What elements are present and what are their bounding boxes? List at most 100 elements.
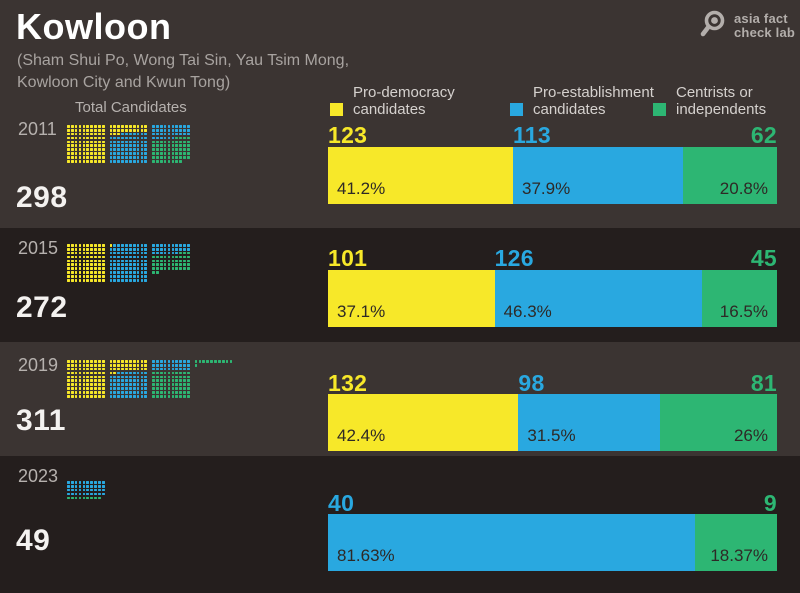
waffle-dot (67, 156, 70, 159)
waffle-dot (159, 132, 163, 136)
waffle-block (152, 125, 190, 163)
waffle-dot (167, 159, 171, 163)
waffle-dot (90, 247, 93, 251)
waffle-dot (179, 148, 182, 151)
waffle-dot (94, 496, 97, 500)
waffle-dot (152, 144, 155, 148)
waffle-dot (140, 156, 144, 159)
waffle-dot (90, 152, 93, 155)
waffle-dot (113, 367, 117, 371)
waffle-dot (183, 255, 186, 259)
waffle-dot (70, 128, 74, 132)
waffle-dot (70, 391, 74, 394)
logo: asia fact check lab (697, 9, 795, 41)
waffle-dot (117, 251, 120, 255)
waffle-dot (74, 259, 78, 263)
waffle-dot (179, 360, 182, 363)
waffle-dot (121, 247, 124, 251)
waffle-dot (101, 481, 105, 484)
waffle-dot (132, 391, 136, 394)
waffle-dot (187, 125, 190, 128)
waffle-dot (163, 251, 167, 255)
segment-count-pro-establishment: 113 (512, 122, 551, 148)
stacked-bar: 81.63% 18.37% (328, 514, 777, 571)
waffle-dot (136, 394, 140, 398)
waffle-dot (74, 156, 78, 159)
waffle-dot (121, 128, 124, 132)
waffle-dot (113, 394, 117, 398)
waffle-dot (175, 379, 179, 383)
waffle-dot (70, 267, 74, 270)
waffle-dot (109, 159, 113, 163)
waffle-dot (179, 267, 182, 270)
waffle-dot (109, 247, 113, 251)
waffle-dot (187, 247, 190, 251)
waffle-dot (74, 247, 78, 251)
waffle-dot (136, 383, 140, 386)
waffle-dot (67, 259, 70, 263)
waffle-dot (156, 255, 159, 259)
waffle-dot (179, 387, 182, 390)
waffle-dot (78, 488, 82, 492)
waffle-dot (152, 391, 155, 394)
waffle-dot (128, 275, 132, 278)
legend-label: Centrists or independents (676, 84, 767, 118)
waffle-dot (82, 259, 86, 263)
waffle-dot (70, 496, 74, 500)
waffle-dot (171, 140, 175, 144)
segment-percent: 20.8% (719, 179, 768, 198)
waffle-block (109, 125, 148, 163)
waffle-dot (78, 255, 82, 259)
waffle-dot (163, 387, 167, 390)
waffle-dot (183, 391, 186, 394)
waffle-dot (90, 144, 93, 148)
waffle-dot (175, 136, 179, 140)
waffle-dot (132, 271, 136, 274)
waffle-dot (140, 267, 144, 270)
waffle-dot (109, 259, 113, 263)
waffle-dot (132, 394, 136, 398)
waffle-dot (78, 371, 82, 375)
waffle-dot (156, 259, 159, 263)
waffle-dot (159, 375, 163, 379)
waffle-dot (167, 383, 171, 386)
waffle-dot (78, 271, 82, 274)
waffle-dot (125, 140, 128, 144)
waffle-dot (94, 259, 97, 263)
waffle-dot (117, 144, 120, 148)
waffle-dot (98, 271, 101, 274)
waffle-dot (144, 271, 148, 274)
waffle-dot (121, 156, 124, 159)
waffle-dot (159, 379, 163, 383)
waffle-dot (163, 379, 167, 383)
waffle-dot (194, 363, 198, 367)
waffle-dot (113, 148, 117, 151)
waffle-dot (175, 152, 179, 155)
waffle-dot (113, 251, 117, 255)
waffle-dot (121, 244, 124, 247)
waffle-dot (98, 387, 101, 390)
waffle-dot (144, 363, 148, 367)
waffle-dot (132, 363, 136, 367)
waffle-dot (67, 152, 70, 155)
waffle-dot (175, 148, 179, 151)
waffle-dot (113, 128, 117, 132)
segment-counts: 40 9 (328, 490, 777, 516)
waffle-dot (101, 267, 105, 270)
waffle-dot (159, 371, 163, 375)
waffle-dot (136, 140, 140, 144)
waffle-dot (117, 125, 120, 128)
waffle-dot (98, 383, 101, 386)
waffle-dot (70, 383, 74, 386)
waffle-dot (156, 383, 159, 386)
waffle-dot (109, 128, 113, 132)
waffle-dot (187, 360, 190, 363)
waffle-dot (94, 148, 97, 151)
waffle-dot (156, 125, 159, 128)
waffle-dot (74, 363, 78, 367)
logo-text: asia fact check lab (734, 12, 795, 40)
waffle-dot (194, 360, 198, 363)
waffle-dot (90, 259, 93, 263)
waffle-dot (74, 488, 78, 492)
waffle-dot (171, 263, 175, 267)
